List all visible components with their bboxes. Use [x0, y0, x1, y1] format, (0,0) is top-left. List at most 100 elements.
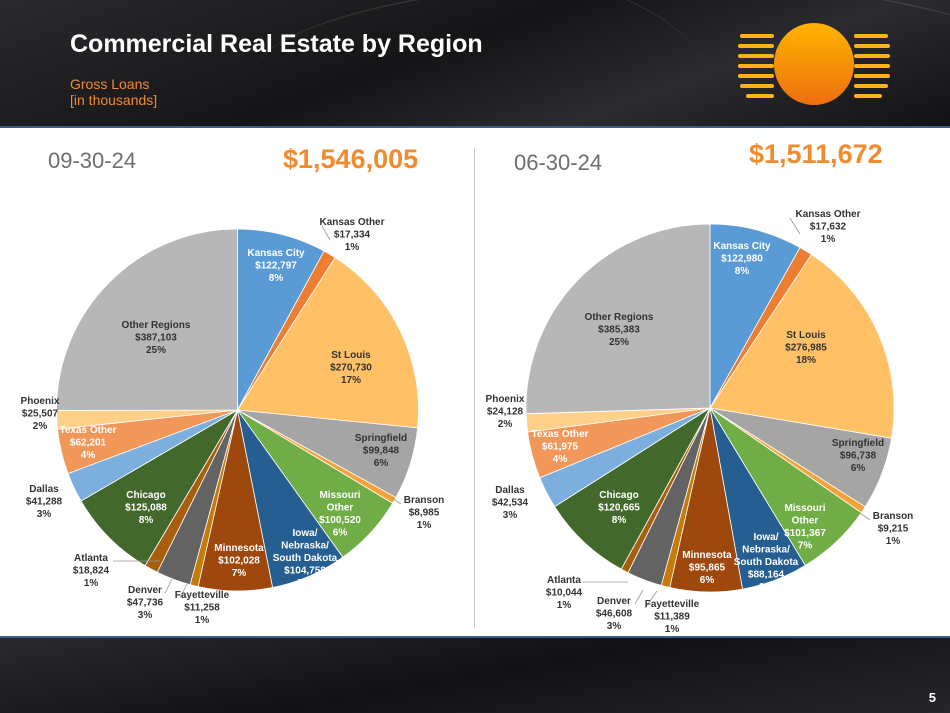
slice-label-chicago: Chicago $120,665 8% [598, 490, 640, 526]
slice-label-line: $276,985 [785, 343, 827, 354]
slice-label-line: 4% [81, 450, 96, 461]
pie-slice-chicago [554, 407, 711, 570]
slice-label-missouri-other: Missouri Other $101,367 7% [784, 503, 826, 552]
slice-label-line: $41,288 [26, 497, 63, 508]
slice-label-line: Denver [128, 585, 162, 596]
pie-slice-other-regions [525, 223, 711, 415]
slice-label-line: $8,985 [409, 508, 440, 519]
slice-label-line: 25% [609, 337, 629, 348]
slice-label-line: 6% [333, 528, 348, 539]
header-banner: Commercial Real Estate by Region Gross L… [0, 0, 950, 126]
slice-label-missouri-other: Missouri Other $100,520 6% [319, 490, 361, 539]
pie-chart-right: Kansas City $122,980 8%Kansas Other $17,632… [486, 209, 914, 635]
slice-label-iowa-nebraska-south-dakota: Iowa/Nebraska/South Dakota $104,758 7% [273, 528, 338, 589]
slice-label-line: Chicago [126, 490, 165, 501]
slice-label-line: South Dakota [273, 553, 338, 564]
slice-label-other-regions: Other Regions $385,383 25% [585, 312, 654, 348]
slice-label-line: 1% [84, 578, 99, 589]
slice-label-minnesota: Minnesota $95,865 6% [682, 550, 732, 586]
slice-label-line: Kansas City [247, 248, 305, 259]
slice-label-line: 6% [700, 575, 715, 586]
slice-label-line: $96,738 [840, 451, 877, 462]
slice-label-line: Atlanta [547, 575, 581, 586]
page-number: 5 [928, 690, 936, 705]
slice-label-line: 1% [821, 234, 836, 245]
slice-label-line: 6% [851, 463, 866, 474]
slice-label-line: $18,824 [73, 566, 110, 577]
slice-label-line: Minnesota [682, 550, 732, 561]
slice-label-line: Dallas [29, 484, 59, 495]
chart-date-left: 09-30-24 [48, 148, 137, 173]
pie-slice-st-louis [709, 253, 895, 439]
slice-label-kansas-city: Kansas City $122,980 8% [713, 241, 771, 277]
slice-label-line: $125,088 [125, 503, 167, 514]
slice-label-iowa-nebraska-south-dakota: Iowa/Nebraska/South Dakota $88,164 6% [734, 532, 799, 593]
slice-label-texas-other: Texas Other $62,201 4% [59, 425, 116, 461]
slice-label-line: 17% [341, 375, 361, 386]
slice-label-line: 1% [417, 520, 432, 531]
slice-label-line: Fayetteville [175, 590, 230, 601]
pie-slice-kansas-city [709, 223, 801, 410]
leader-line [164, 576, 174, 594]
slice-label-texas-other: Texas Other $61,975 4% [531, 429, 588, 465]
subtitle-line: [in thousands] [70, 92, 158, 108]
slice-label-line: 7% [298, 578, 313, 589]
slice-label-line: 18% [796, 355, 816, 366]
leader-line [644, 590, 658, 609]
slice-label-line: 3% [607, 621, 622, 632]
slice-label-line: $9,215 [878, 524, 909, 535]
slice-label-line: Other Regions [585, 312, 654, 323]
slice-label-line: $61,975 [542, 442, 579, 453]
slice-label-line: Iowa/ [292, 528, 317, 539]
slice-label-line: 4% [553, 454, 568, 465]
pie-chart-left: Kansas City $122,797 8%Kansas Other $17,334… [21, 217, 445, 626]
slice-label-minnesota: Minnesota $102,028 7% [214, 543, 264, 579]
slice-label-branson: Branson $9,215 1% [873, 511, 914, 547]
slice-label-line: 2% [498, 419, 513, 430]
slice-label-line: Other Regions [122, 320, 191, 331]
slice-label-line: Kansas City [713, 241, 771, 252]
page-title: Commercial Real Estate by Region [70, 30, 483, 58]
slice-label-line: $11,258 [184, 603, 220, 614]
slice-label-line: $24,128 [487, 407, 524, 418]
slice-label-line: $100,520 [319, 515, 361, 526]
slice-label-atlanta: Atlanta $10,044 1% [546, 575, 583, 611]
pie-slice-kansas-city [237, 228, 325, 411]
slice-label-dallas: Dallas $42,534 3% [492, 485, 529, 521]
leader-line [321, 225, 331, 241]
slice-label-line: Nebraska/ [281, 541, 329, 552]
slice-label-line: 7% [232, 568, 247, 579]
slice-label-line: 8% [139, 515, 154, 526]
leader-line [391, 497, 402, 505]
slice-label-line: $10,044 [546, 588, 583, 599]
pie-slice-chicago [80, 408, 239, 567]
slice-label-line: St Louis [331, 350, 371, 361]
slice-label-line: 3% [503, 510, 518, 521]
chart-total-right: $1,511,672 [749, 139, 883, 169]
slice-label-line: St Louis [786, 330, 826, 341]
slice-label-line: $270,730 [330, 363, 372, 374]
leader-line [179, 583, 188, 599]
slice-label-kansas-other: Kansas Other $17,334 1% [319, 217, 384, 253]
slice-label-line: Fayetteville [645, 599, 700, 610]
slice-label-denver: Denver $46,608 3% [596, 596, 633, 632]
slice-label-line: Chicago [599, 490, 638, 501]
slice-label-line: $62,201 [70, 438, 107, 449]
slice-label-line: 8% [612, 515, 627, 526]
slice-label-phoenix: Phoenix $25,507 2% [21, 396, 60, 432]
slice-label-line: Springfield [832, 438, 884, 449]
charts-panel: 09-30-24 $1,546,005 06-30-24 $1,511,672 … [0, 126, 950, 638]
slice-label-line: $17,632 [810, 222, 847, 233]
footer-banner: 5 [0, 638, 950, 713]
slice-label-line: $46,608 [596, 609, 633, 620]
slice-label-line: Other [792, 516, 819, 527]
slice-label-line: Phoenix [486, 394, 525, 405]
slice-label-line: 6% [759, 582, 774, 593]
slice-label-line: $42,534 [492, 498, 529, 509]
slice-label-line: Denver [597, 596, 631, 607]
slice-label-line: Texas Other [531, 429, 588, 440]
slice-label-line: $17,334 [334, 230, 371, 241]
slice-label-line: $101,367 [784, 528, 826, 539]
leader-line [789, 217, 801, 235]
slice-label-line: Kansas Other [319, 217, 384, 228]
